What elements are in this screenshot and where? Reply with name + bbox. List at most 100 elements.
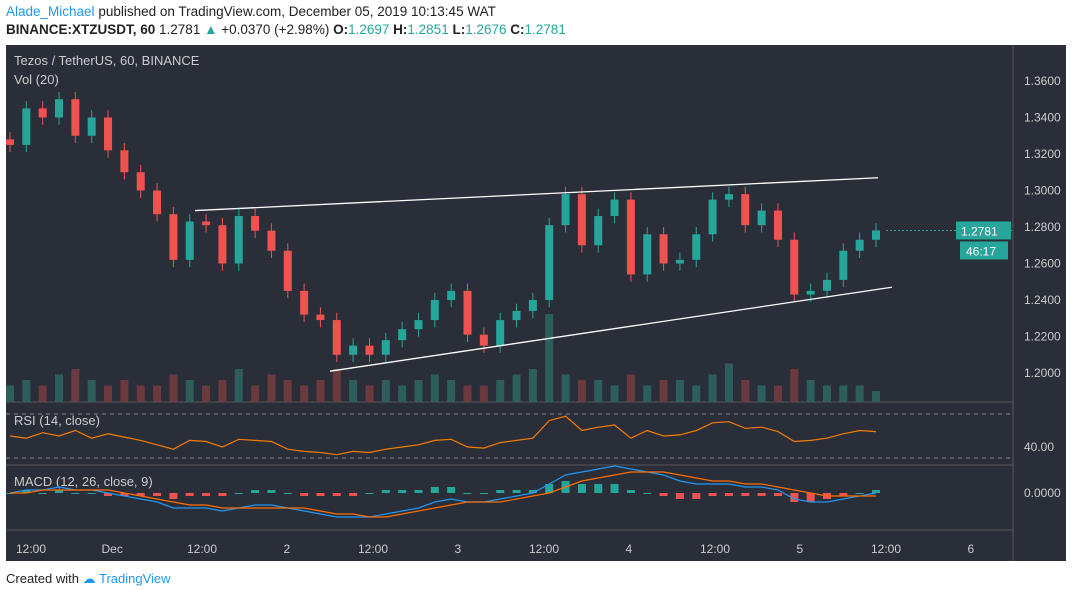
macd-histogram-bar xyxy=(790,493,799,502)
volume-bar xyxy=(757,385,766,402)
candle xyxy=(185,221,194,260)
symbol-info: BINANCE:XTZUSDT, 60 1.2781 ▲ +0.0370 (+2… xyxy=(6,22,566,37)
macd-histogram-bar xyxy=(447,487,456,493)
macd-histogram-bar xyxy=(169,493,178,499)
macd-histogram-bar xyxy=(38,493,47,494)
volume-bar xyxy=(87,380,96,402)
chart-canvas[interactable]: Tezos / TetherUS, 60, BINANCE Vol (20) 1.2… xyxy=(6,45,1066,561)
volume-bar xyxy=(659,380,668,402)
volume-bar xyxy=(496,380,505,402)
candle xyxy=(6,139,14,145)
time-tick-label: 12:00 xyxy=(358,542,388,556)
time-tick-label: 6 xyxy=(968,542,975,556)
volume-bar xyxy=(512,374,521,402)
candle xyxy=(104,117,113,151)
volume-bar xyxy=(120,380,129,402)
macd-histogram-bar xyxy=(839,493,848,496)
macd-histogram-bar xyxy=(349,493,358,496)
candle xyxy=(855,239,864,251)
volume-bar xyxy=(806,380,815,402)
candle xyxy=(741,194,750,226)
volume-bar xyxy=(545,314,554,402)
candle xyxy=(169,214,178,260)
macd-histogram-bar xyxy=(251,490,260,493)
time-tick-label: 5 xyxy=(797,542,804,556)
volume-bar xyxy=(234,369,243,402)
macd-tick-label: 0.0000 xyxy=(1024,486,1061,500)
candle xyxy=(610,199,619,217)
candle xyxy=(136,172,145,191)
volume-bar xyxy=(463,385,472,402)
volume-bar xyxy=(479,385,488,402)
volume-bar xyxy=(300,385,309,402)
volume-label: Vol (20) xyxy=(14,72,59,87)
candle xyxy=(675,259,684,264)
candle xyxy=(447,290,456,300)
macd-histogram-bar xyxy=(708,493,717,496)
volume-bar xyxy=(708,374,717,402)
candle xyxy=(708,199,717,235)
macd-histogram-bar xyxy=(332,493,341,496)
last-price: 1.2781 xyxy=(159,22,201,37)
price-tick-label: 1.2000 xyxy=(1024,366,1061,380)
candle xyxy=(806,290,815,295)
volume-bar xyxy=(283,380,292,402)
macd-histogram-bar xyxy=(528,490,537,493)
volume-bar xyxy=(675,380,684,402)
macd-histogram-bar xyxy=(22,490,31,493)
price-tick-label: 1.3600 xyxy=(1024,74,1061,88)
volume-bar xyxy=(594,380,603,402)
candle xyxy=(479,334,488,346)
macd-histogram-bar xyxy=(724,493,733,496)
candle xyxy=(594,216,603,246)
macd-histogram-bar xyxy=(398,490,407,493)
volume-bar xyxy=(38,385,47,402)
volume-bar xyxy=(773,385,782,402)
low-value: 1.2676 xyxy=(465,22,507,37)
publish-info: Alade_Michael published on TradingView.c… xyxy=(6,4,496,19)
macd-histogram-bar xyxy=(87,493,96,494)
candle xyxy=(234,216,243,264)
macd-histogram-bar xyxy=(185,493,194,496)
candle xyxy=(153,190,162,215)
macd-histogram-bar xyxy=(218,493,227,496)
volume-bar xyxy=(267,374,276,402)
macd-histogram-bar xyxy=(120,493,129,496)
volume-bar xyxy=(561,374,570,402)
macd-histogram-bar xyxy=(757,493,766,496)
volume-bar xyxy=(643,385,652,402)
macd-histogram-bar xyxy=(512,490,521,493)
volume-bar xyxy=(365,385,374,402)
volume-bar xyxy=(169,374,178,402)
candle xyxy=(643,234,652,275)
volume-bar xyxy=(22,380,31,402)
close-value: 1.2781 xyxy=(524,22,566,37)
candle xyxy=(545,225,554,300)
macd-histogram-bar xyxy=(104,493,113,496)
chart-title: Tezos / TetherUS, 60, BINANCE xyxy=(14,53,200,68)
volume-bar xyxy=(822,385,831,402)
macd-histogram-bar xyxy=(463,493,472,494)
candle xyxy=(332,320,341,355)
candle xyxy=(790,239,799,295)
candle xyxy=(71,99,80,136)
macd-histogram-bar xyxy=(643,493,652,494)
time-tick-label: 12:00 xyxy=(871,542,901,556)
candle xyxy=(414,320,423,330)
volume-bar xyxy=(55,374,64,402)
volume-bar xyxy=(332,369,341,402)
macd-histogram-bar xyxy=(692,493,701,499)
candle xyxy=(251,216,260,231)
macd-label: MACD (12, 26, close, 9) xyxy=(14,474,153,489)
signal-line xyxy=(10,471,876,518)
author-link[interactable]: Alade_Michael xyxy=(6,4,95,19)
candle xyxy=(528,300,537,311)
last-price-label: 1.2781 xyxy=(961,224,998,238)
candle xyxy=(120,150,129,173)
upper-trendline xyxy=(194,177,879,212)
macd-histogram-bar xyxy=(496,490,505,493)
candle xyxy=(773,210,782,240)
candle xyxy=(757,210,766,226)
candle xyxy=(839,250,848,280)
tradingview-link[interactable]: TradingView xyxy=(99,571,171,586)
